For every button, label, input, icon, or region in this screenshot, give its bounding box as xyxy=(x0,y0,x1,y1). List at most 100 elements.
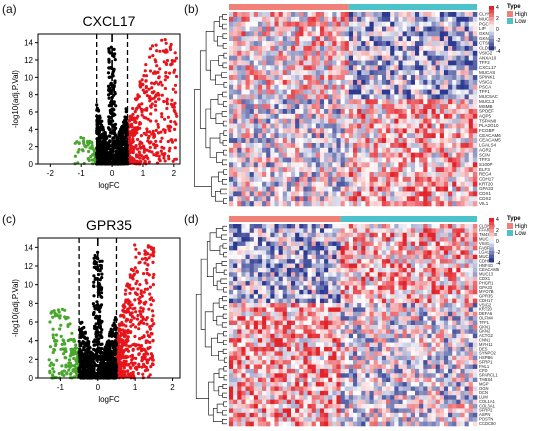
data-point xyxy=(48,320,52,324)
data-point xyxy=(77,141,81,145)
heatmap-cell xyxy=(435,16,441,22)
heatmap-cell xyxy=(381,41,387,47)
dendrogram-branch xyxy=(218,55,224,66)
heatmap-cell xyxy=(439,191,445,197)
data-point xyxy=(133,110,137,114)
heatmap-cell xyxy=(340,109,346,115)
heatmap-cell xyxy=(431,84,436,90)
data-point xyxy=(144,278,148,282)
heatmap-cell xyxy=(415,60,420,66)
heatmap-cell xyxy=(357,186,362,192)
heatmap-cell xyxy=(262,196,267,202)
heatmap-cell xyxy=(332,21,337,27)
heatmap-cell xyxy=(303,12,308,18)
heatmap-cell xyxy=(348,123,354,129)
y-tick-label: 2 xyxy=(29,143,34,152)
heatmap-cell xyxy=(241,99,246,105)
heatmap-cell xyxy=(262,60,267,66)
data-point xyxy=(123,129,127,133)
heatmap-cell xyxy=(274,133,279,139)
heatmap-cell xyxy=(311,201,317,207)
heatmap-cell xyxy=(291,12,296,18)
heatmap-cell xyxy=(291,36,296,42)
data-point xyxy=(144,79,148,83)
heatmap-cell xyxy=(439,65,445,71)
heatmap-cell xyxy=(361,84,366,90)
data-point xyxy=(108,75,112,79)
heatmap-cell xyxy=(328,113,333,119)
data-point xyxy=(138,346,142,350)
heatmap-cell xyxy=(332,94,337,100)
data-point xyxy=(109,81,113,85)
heatmap-cell xyxy=(472,138,478,144)
heatmap-cell xyxy=(406,181,412,187)
heatmap-cell xyxy=(456,123,461,129)
data-point xyxy=(169,42,173,47)
heatmap-cell xyxy=(439,60,445,66)
heatmap-cell xyxy=(419,26,424,32)
heatmap-cell xyxy=(257,196,263,202)
heatmap-cell xyxy=(249,99,255,105)
heatmap-cell xyxy=(406,41,412,47)
heatmap-cell xyxy=(328,157,333,163)
heatmap-cell xyxy=(443,147,449,153)
heatmap-cell xyxy=(452,79,457,86)
heatmap-cell xyxy=(369,123,374,129)
heatmap-cell xyxy=(262,26,267,32)
heatmap-cell xyxy=(319,41,325,47)
heatmap-cell xyxy=(307,142,312,149)
heatmap-cell xyxy=(431,94,436,100)
heatmap-cell xyxy=(340,36,346,42)
data-point xyxy=(73,141,77,145)
heatmap-cell xyxy=(266,142,271,149)
heatmap-cell xyxy=(249,16,255,22)
heatmap-cell xyxy=(229,118,234,124)
data-point xyxy=(112,128,117,132)
heatmap-cell xyxy=(472,167,478,173)
heatmap-cell xyxy=(274,55,279,61)
gene-label: CTSE xyxy=(479,41,491,46)
heatmap-cell xyxy=(340,84,346,90)
heatmap-cell xyxy=(464,128,470,134)
heatmap-cell xyxy=(415,181,420,187)
heatmap-cell xyxy=(427,176,432,183)
heatmap-cell xyxy=(468,113,474,119)
heatmap-cell xyxy=(340,118,346,124)
heatmap-cell xyxy=(291,133,296,139)
heatmap-cell xyxy=(274,50,279,56)
heatmap-cell xyxy=(373,167,379,173)
heatmap-cell xyxy=(336,152,341,158)
data-point xyxy=(73,346,77,350)
heatmap-cell xyxy=(233,84,238,90)
heatmap-cell xyxy=(410,65,416,71)
heatmap-cell xyxy=(257,118,263,124)
data-point xyxy=(159,130,163,134)
data-point xyxy=(131,348,135,352)
heatmap-cell xyxy=(253,133,259,139)
heatmap-cell xyxy=(278,181,284,187)
heatmap-cell xyxy=(369,128,374,134)
heatmap-cell xyxy=(307,70,312,76)
heatmap-cell xyxy=(249,89,255,95)
data-point xyxy=(139,146,143,150)
heatmap-cell xyxy=(456,157,461,163)
heatmap-cell xyxy=(295,138,300,144)
heatmap-cell xyxy=(266,123,271,129)
heatmap-cell xyxy=(353,138,358,144)
heatmap-cell xyxy=(257,133,263,139)
heatmap-cell xyxy=(373,196,379,202)
heatmap-cell xyxy=(324,16,329,22)
heatmap-cell xyxy=(340,50,346,56)
data-point xyxy=(129,372,133,377)
data-point xyxy=(97,152,101,156)
data-point xyxy=(117,141,121,145)
heatmap-cell xyxy=(464,36,470,42)
data-point xyxy=(112,139,117,143)
heatmap-cell xyxy=(464,12,470,18)
heatmap-cell xyxy=(340,123,346,129)
heatmap-cell xyxy=(328,55,333,61)
heatmap-cell xyxy=(357,157,362,163)
heatmap-cell xyxy=(435,94,441,100)
heatmap-cell xyxy=(390,176,395,183)
heatmap-cell xyxy=(286,133,292,139)
